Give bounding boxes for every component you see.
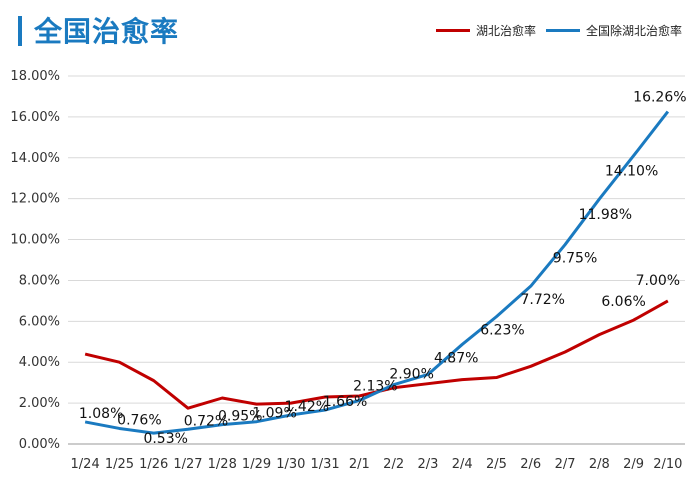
x-tick-label: 1/26 xyxy=(139,457,168,472)
legend-swatch-non-hubei xyxy=(545,29,580,32)
x-tick-label: 2/5 xyxy=(486,457,507,472)
data-label-non-hubei: 7.72% xyxy=(521,292,565,308)
legend-item-non-hubei: 全国除湖北治愈率 xyxy=(545,22,682,39)
legend-label-non-hubei: 全国除湖北治愈率 xyxy=(585,24,682,38)
data-label-hubei: 6.06% xyxy=(601,294,645,310)
data-label-non-hubei: 11.98% xyxy=(579,207,632,223)
data-label-non-hubei: 1.66% xyxy=(323,394,367,410)
x-tick-label: 2/6 xyxy=(520,457,541,472)
x-tick-label: 1/25 xyxy=(105,457,134,472)
x-tick-label: 1/30 xyxy=(276,457,305,472)
y-tick-label: 12.00% xyxy=(10,192,60,207)
x-tick-label: 2/3 xyxy=(417,457,438,472)
y-tick-label: 8.00% xyxy=(19,273,60,288)
data-label-non-hubei: 0.72% xyxy=(184,413,228,429)
legend: 湖北治愈率 全国除湖北治愈率 xyxy=(435,22,682,39)
data-label-hubei: 7.00% xyxy=(636,273,680,289)
data-label-non-hubei: 1.08% xyxy=(79,406,123,422)
data-label-non-hubei: 6.23% xyxy=(480,323,524,339)
x-tick-label: 2/9 xyxy=(623,457,644,472)
data-label-non-hubei: 1.09% xyxy=(252,406,296,422)
legend-label-hubei: 湖北治愈率 xyxy=(475,24,536,38)
legend-item-hubei: 湖北治愈率 xyxy=(435,22,536,39)
data-label-non-hubei: 0.76% xyxy=(117,412,161,428)
y-tick-label: 0.00% xyxy=(19,437,60,452)
y-tick-label: 14.00% xyxy=(10,151,60,166)
data-label-non-hubei: 2.13% xyxy=(353,378,397,394)
x-tick-label: 1/24 xyxy=(71,457,100,472)
x-tick-label: 1/27 xyxy=(173,457,202,472)
x-tick-label: 2/2 xyxy=(383,457,404,472)
y-tick-label: 10.00% xyxy=(10,233,60,248)
x-tick-label: 2/8 xyxy=(589,457,610,472)
data-label-non-hubei: 9.75% xyxy=(553,251,597,267)
y-tick-label: 6.00% xyxy=(19,314,60,329)
data-label-non-hubei: 14.10% xyxy=(605,164,658,180)
title-accent-bar xyxy=(18,16,22,46)
y-tick-label: 4.00% xyxy=(19,355,60,370)
x-tick-label: 1/28 xyxy=(208,457,237,472)
y-tick-label: 18.00% xyxy=(10,69,60,84)
data-label-non-hubei: 4.87% xyxy=(434,350,478,366)
x-tick-label: 2/1 xyxy=(349,457,370,472)
data-label-non-hubei: 1.42% xyxy=(285,399,329,415)
data-label-non-hubei: 16.26% xyxy=(633,90,686,106)
x-tick-label: 2/7 xyxy=(555,457,576,472)
x-tick-label: 1/29 xyxy=(242,457,271,472)
x-tick-label: 1/31 xyxy=(310,457,339,472)
legend-swatch-hubei xyxy=(435,29,470,32)
data-label-non-hubei: 0.53% xyxy=(143,431,187,447)
x-tick-label: 2/10 xyxy=(653,457,682,472)
series-line-non-hubei xyxy=(84,110,670,435)
data-label-non-hubei: 0.95% xyxy=(218,409,262,425)
y-tick-label: 16.00% xyxy=(10,110,60,125)
y-tick-label: 2.00% xyxy=(19,396,60,411)
chart-title: 全国治愈率 xyxy=(34,15,180,48)
x-tick-label: 2/4 xyxy=(452,457,473,472)
data-label-non-hubei: 2.90% xyxy=(389,367,433,383)
